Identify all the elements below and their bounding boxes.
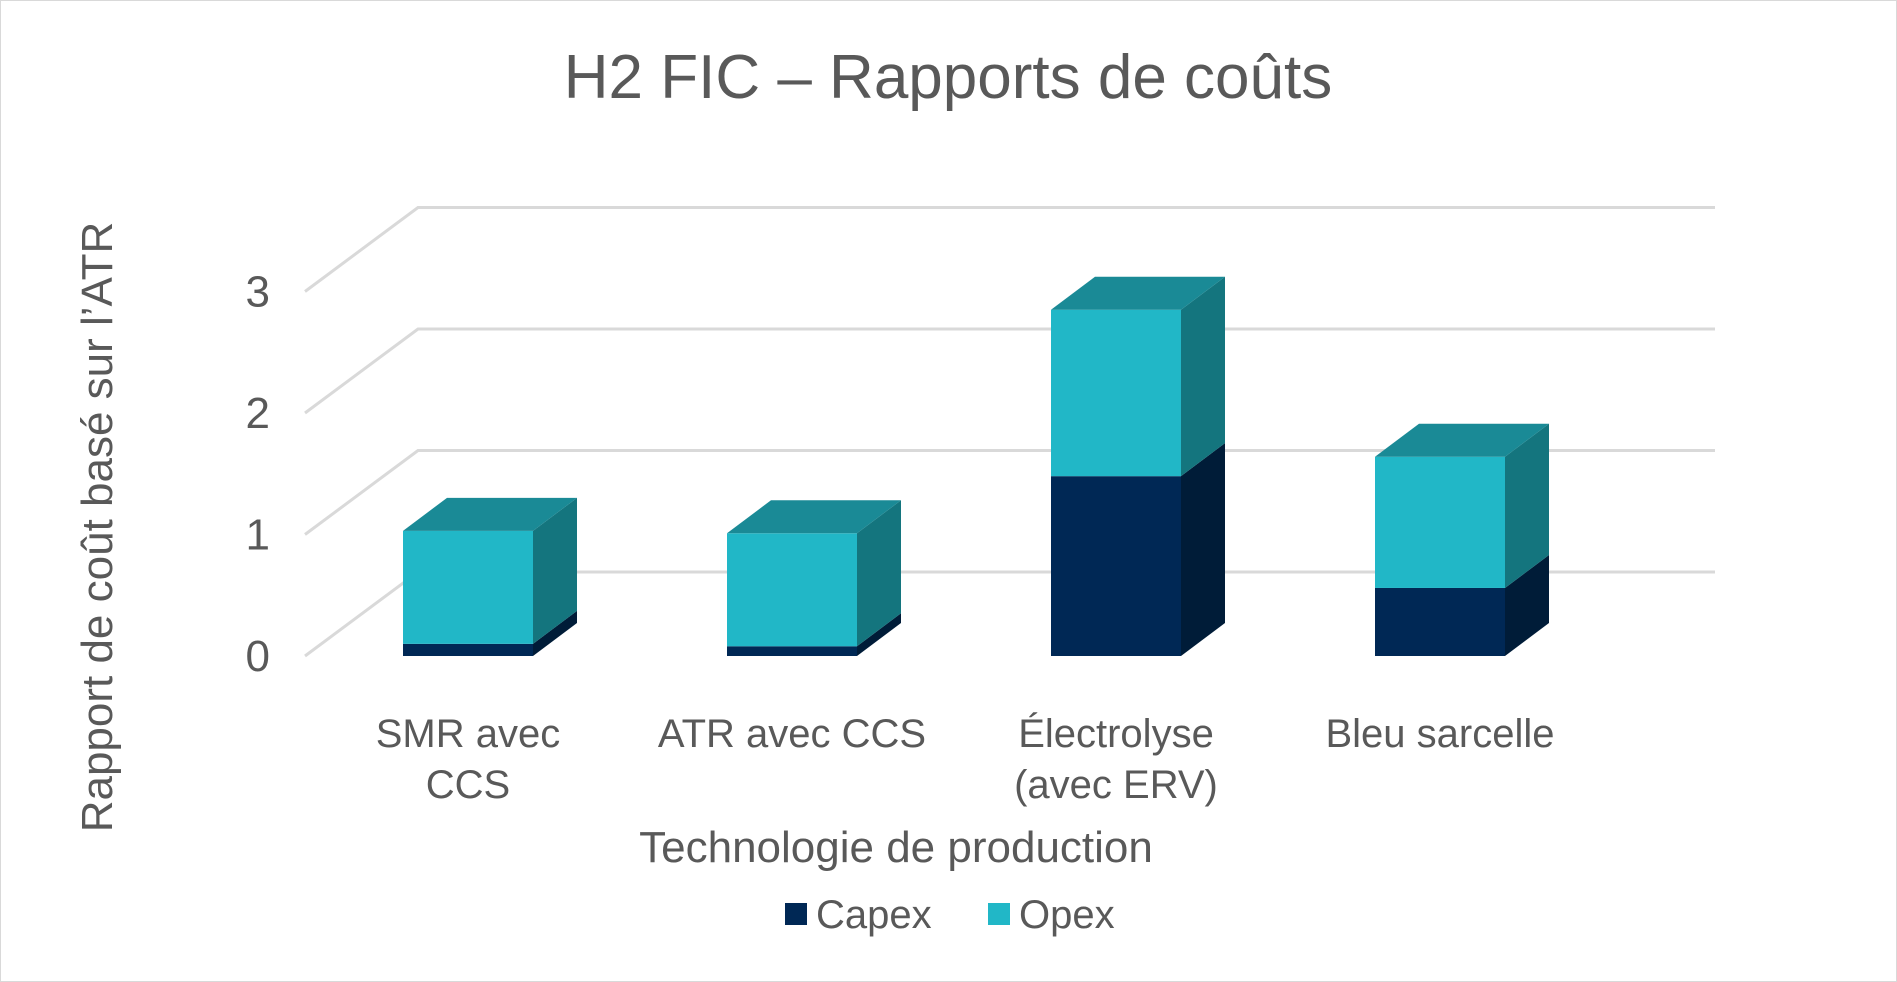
y-tick-label: 0 [246,632,270,681]
bar-front [1051,309,1181,477]
bar-side [1505,423,1549,588]
x-tick-label: Bleu sarcelle [1325,712,1554,756]
x-tick-label: ATR avec CCS [658,712,926,756]
bar-side [1505,554,1549,656]
legend: Capex Opex [785,893,1115,937]
y-axis-label: Rapport de coût basé sur l’ATR [73,222,122,833]
bar-side [857,500,901,647]
chart-title: H2 FIC – Rapports de coûts [564,43,1332,112]
bar-segment-opex [1051,276,1225,477]
gridline [304,449,1715,536]
bar-segment-capex [1375,554,1549,656]
y-tick-label: 2 [246,389,270,438]
bar-side [1181,443,1225,656]
bar-segment-capex [727,613,901,656]
bar-front [727,533,857,647]
bars [403,276,1549,656]
bar-top [727,500,901,534]
gridline [304,327,1715,415]
bar-side [1181,276,1225,477]
bar-top [403,497,577,531]
legend-label-opex: Opex [1019,893,1115,937]
legend-swatch-capex [785,903,807,925]
gridline [304,206,1715,293]
bar-segment-opex [403,497,577,644]
bar-front [727,646,857,656]
bar-side [857,613,901,656]
bar-front [1375,456,1505,588]
bar-side [533,610,577,656]
bar-top [1051,276,1225,310]
bar-front [1051,476,1181,656]
bar-segment-capex [1051,443,1225,656]
legend-swatch-opex [988,903,1010,925]
bar-segment-opex [1375,423,1549,588]
legend-label-capex: Capex [816,893,932,937]
bar-segment-opex [727,500,901,647]
bar-side [533,497,577,644]
x-tick-label: Électrolyse (avec ERV) [1014,711,1218,807]
x-tick-labels: SMR avec CCS ATR avec CCS Électrolyse (avec … [376,711,1555,807]
bar-top [1375,423,1549,457]
x-tick-label: SMR avec CCS [376,712,561,807]
x-axis-label: Technologie de production [639,823,1153,872]
y-tick-label: 3 [246,268,270,317]
bar-front [403,530,533,644]
bar-front [403,643,533,656]
bar-segment-capex [403,610,577,656]
y-tick-label: 1 [246,511,270,560]
bar-front [1375,587,1505,656]
y-tick-labels: 0 1 2 3 [246,268,270,682]
